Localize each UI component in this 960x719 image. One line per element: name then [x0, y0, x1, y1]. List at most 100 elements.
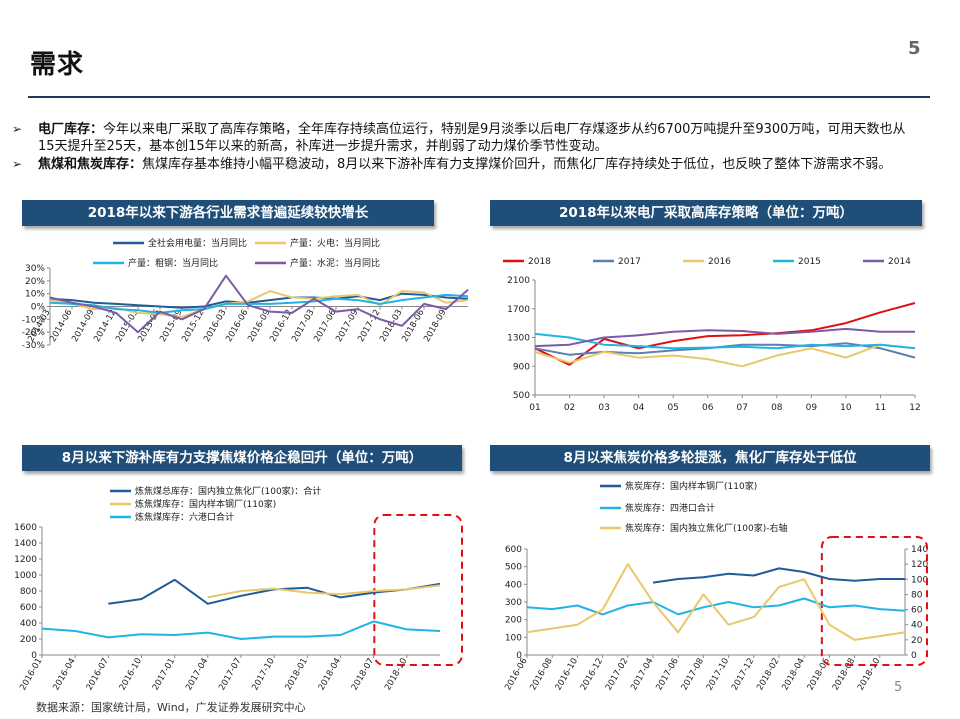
x-tick-label: 2018-10	[383, 657, 409, 693]
legend-label: 炼焦煤总库存：国内独立焦化厂(100家)：合计	[135, 485, 321, 497]
y2-tick-label: 100	[911, 575, 928, 585]
x-tick-label: 2018-04	[317, 657, 343, 693]
chart2-title: 2018年以来电厂采取高库存策略（单位：万吨）	[490, 200, 922, 226]
x-tick-label: 2017-06	[654, 657, 680, 693]
y-tick-label: 600	[505, 545, 522, 555]
y-tick-label: 900	[513, 362, 530, 372]
legend-label: 2017	[618, 257, 641, 267]
x-tick-label: 2017-12	[730, 657, 756, 693]
series-line	[41, 620, 441, 640]
y2-tick-label: 20	[911, 636, 923, 646]
page-number: 5	[908, 38, 921, 59]
series-line	[49, 274, 469, 334]
bullet-power-plant: 电厂库存：今年以来电厂采取了高库存策略，全年库存持续高位运行，特别是9月淡季以后…	[38, 121, 918, 155]
y-tick-label: 0%	[31, 303, 46, 313]
x-tick-label: 11	[875, 403, 886, 413]
footer-page-number: 5	[894, 680, 903, 695]
series-line	[534, 327, 915, 348]
series-line	[526, 563, 906, 641]
y-tick-label: 400	[20, 619, 37, 629]
x-tick-label: 2018-10	[856, 657, 882, 693]
y-tick-label: 20%	[25, 277, 45, 287]
x-tick-label: 2018-08	[831, 657, 857, 693]
y-tick-label: 500	[513, 391, 530, 401]
x-tick-label: 2017-08	[680, 657, 706, 693]
x-tick-label: 10	[840, 403, 852, 413]
y2-tick-label: 0	[911, 651, 917, 661]
y-tick-label: 400	[505, 580, 522, 590]
x-tick-label: 2017-10	[250, 657, 276, 693]
series-line	[652, 567, 905, 584]
legend-label: 2015	[798, 257, 821, 267]
chart-coke-inventory: 6005004003002001000140120100806040200201…	[503, 480, 928, 693]
y2-tick-label: 120	[911, 560, 928, 570]
x-tick-label: 2016-07	[85, 657, 111, 693]
bullet-arrow-icon: ➢	[12, 122, 23, 136]
x-tick-label: 2018-01	[284, 657, 310, 693]
legend-label: 炼焦煤库存：六港口合计	[135, 511, 234, 523]
y-tick-label: 1700	[507, 305, 530, 315]
legend-label: 2016	[708, 257, 731, 267]
y-tick-label: 1600	[14, 523, 37, 533]
bullet-text: 焦煤库存基本维持小幅平稳波动，8月以来下游补库有力支撑煤价回升，而焦化厂库存持续…	[142, 157, 892, 172]
x-tick-label: 2018-07	[350, 657, 376, 693]
title-divider	[28, 96, 930, 98]
y-tick-label: 1000	[14, 571, 37, 581]
y2-tick-label: 40	[911, 621, 923, 631]
y2-tick-label: 140	[911, 545, 928, 555]
series-line	[207, 584, 441, 599]
legend-label: 产量：水泥：当月同比	[290, 257, 380, 269]
bullet-text: 今年以来电厂采取了高库存策略，全年库存持续高位运行，特别是9月淡季以后电厂存煤逐…	[38, 122, 906, 154]
y-tick-label: 30%	[25, 264, 45, 274]
legend-label: 焦炭库存：四港口合计	[625, 502, 715, 514]
legend-label: 产量：粗钢：当月同比	[128, 257, 218, 269]
x-tick-label: 2017-04	[184, 657, 210, 693]
x-tick-label: 2016-12	[579, 657, 605, 693]
y-tick-label: 1400	[14, 539, 37, 549]
series-line	[526, 597, 906, 616]
series-line	[534, 332, 916, 350]
series-line	[108, 578, 441, 605]
x-tick-label: 01	[529, 403, 540, 413]
x-tick-label: 03	[598, 403, 609, 413]
highlight-box	[820, 536, 928, 666]
x-tick-label: 09	[806, 403, 818, 413]
series-line	[49, 292, 469, 309]
x-tick-label: 2016-10	[118, 657, 144, 693]
x-tick-label: 2016-04	[51, 657, 77, 693]
y-tick-label: -20%	[22, 328, 46, 338]
x-tick-label: 04	[633, 403, 645, 413]
bullet-label: 电厂库存：	[38, 122, 104, 137]
y-tick-label: 1200	[14, 555, 37, 565]
x-tick-label: 12	[909, 403, 920, 413]
legend-label: 2018	[528, 257, 551, 267]
legend-label: 2014	[888, 257, 911, 267]
page-title: 需求	[30, 50, 85, 80]
series-line	[49, 293, 469, 314]
y-tick-label: 200	[505, 616, 522, 626]
chart-downstream-demand: 30%20%10%0%-10%-20%-30%2014-032014-06201…	[22, 237, 469, 351]
x-tick-label: 2016-08	[528, 657, 554, 693]
y-tick-label: 0	[516, 651, 522, 661]
y-tick-label: 200	[20, 635, 37, 645]
series-line	[534, 343, 916, 368]
legend-label: 产量：火电：当月同比	[290, 237, 380, 249]
legend-label: 焦炭库存：国内独立焦化厂(100家)-右轴	[625, 522, 787, 534]
x-tick-label: 2016-10	[554, 657, 580, 693]
y2-tick-label: 60	[911, 606, 923, 616]
y-tick-label: 800	[20, 587, 37, 597]
x-tick-label: 08	[771, 403, 783, 413]
legend-label: 炼焦煤库存：国内样本钢厂(110家)	[135, 498, 276, 510]
x-tick-label: 2017-04	[629, 657, 655, 693]
y-tick-label: 1300	[507, 334, 530, 344]
y2-tick-label: 80	[911, 590, 923, 600]
x-tick-label: 06	[702, 403, 714, 413]
x-tick-label: 07	[737, 403, 748, 413]
y-tick-label: 2100	[507, 276, 530, 286]
data-source: 数据来源：国家统计局，Wind，广发证券发展研究中心	[36, 701, 306, 714]
y-tick-label: 10%	[25, 290, 45, 300]
x-tick-label: 2018-06	[806, 657, 832, 693]
x-tick-label: 05	[667, 403, 678, 413]
chart1-title: 2018年以来下游各行业需求普遍延续较快增长	[22, 200, 434, 226]
y-tick-label: 300	[505, 598, 522, 608]
